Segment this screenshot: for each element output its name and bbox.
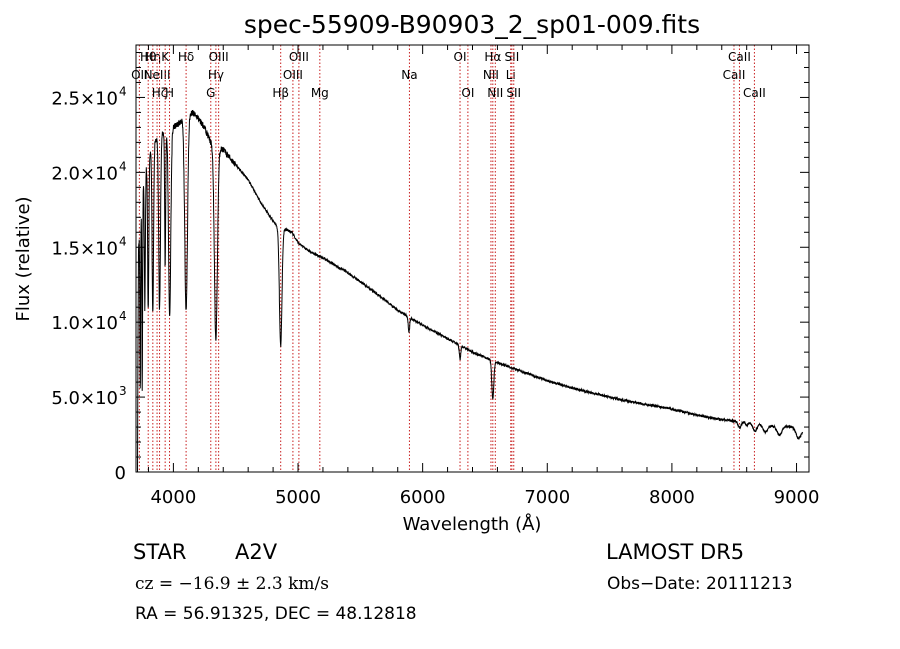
y-tick-exponent: 4 (119, 159, 127, 173)
x-tick-label: 4000 (150, 487, 196, 508)
line-label: OI (461, 86, 474, 100)
line-label: CaII (743, 86, 766, 100)
line-label: OI (454, 50, 467, 64)
x-axis-label: Wavelength (Å) (403, 513, 542, 535)
line-label: Hθ (140, 50, 156, 64)
line-label: K (161, 50, 170, 64)
y-tick-label: 1.0×10 (51, 313, 118, 334)
line-label: H (165, 86, 174, 100)
obs-date: Obs−Date: 20111213 (607, 574, 793, 594)
y-tick-exponent: 3 (119, 384, 127, 398)
velocity-readout: cz = −16.9 ± 2.3 km/s (135, 574, 329, 594)
line-label: Mg (311, 86, 329, 100)
chart-title: spec-55909-B90903_2_sp01-009.fits (244, 10, 700, 39)
line-label: Hγ (208, 68, 224, 82)
y-tick-label: 2.0×10 (51, 163, 118, 184)
line-label: Hδ (178, 50, 194, 64)
line-label: Hη (145, 50, 162, 64)
object-class: STAR (133, 540, 186, 564)
line-label: SII (506, 86, 521, 100)
y-tick-label: 1.5×10 (51, 238, 118, 259)
line-label: Na (401, 68, 417, 82)
spectrum-series (137, 109, 804, 473)
line-label: NII (483, 68, 499, 82)
x-tick-label: 7000 (524, 487, 570, 508)
y-tick-label: 5.0×10 (51, 388, 118, 409)
line-label: NeIII (144, 68, 171, 82)
coordinates-readout: RA = 56.91325, DEC = 48.12818 (135, 604, 417, 624)
x-tick-label: 9000 (774, 487, 820, 508)
y-tick-label: 0 (115, 463, 126, 484)
line-label: SII (505, 50, 520, 64)
line-label: G (206, 86, 215, 100)
line-label: Hβ (272, 86, 289, 100)
y-tick-label: 2.5×10 (51, 88, 118, 109)
line-label: Hα (484, 50, 501, 64)
survey-name: LAMOST DR5 (606, 540, 744, 564)
y-tick-exponent: 4 (119, 84, 127, 98)
spectral-subclass: A2V (235, 540, 278, 564)
line-label: OIII (283, 68, 303, 82)
x-tick-label: 8000 (649, 487, 695, 508)
y-axis-label: Flux (relative) (13, 196, 34, 321)
line-label: NII (487, 86, 503, 100)
line-label: OIII (289, 50, 309, 64)
line-label: Li (506, 68, 516, 82)
y-tick-exponent: 4 (119, 234, 127, 248)
x-tick-label: 6000 (400, 487, 446, 508)
plot-frame (135, 44, 810, 473)
line-label: CaII (723, 68, 746, 82)
line-label: OII (131, 68, 148, 82)
x-tick-label: 5000 (275, 487, 321, 508)
y-tick-exponent: 4 (119, 309, 127, 323)
line-label: CaII (728, 50, 751, 64)
line-label: OIII (209, 50, 229, 64)
line-label: Hζ (152, 86, 168, 100)
